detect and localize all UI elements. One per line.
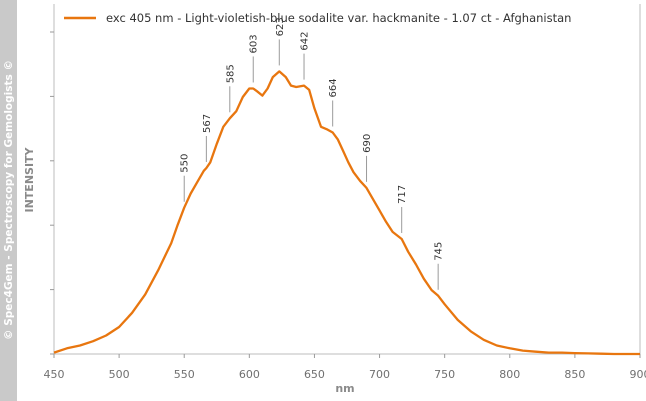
peak-label: 664 — [328, 78, 339, 97]
peak-label: 567 — [202, 114, 213, 133]
peak-label: 585 — [225, 64, 236, 83]
peak-annotations: 550 567 585 603 623 642 664 690 717 745 — [180, 17, 445, 290]
x-tick-label: 650 — [304, 368, 325, 381]
watermark-band: © Spec4Gem - Spectroscopy for Gemologist… — [0, 0, 17, 401]
peak-label: 623 — [275, 17, 286, 36]
x-tick-label: 750 — [434, 368, 455, 381]
x-tick-label: 800 — [499, 368, 520, 381]
legend-label: exc 405 nm - Light-violetish-blue sodali… — [106, 11, 571, 25]
spectrum-line — [53, 70, 640, 356]
x-tick-label: 900 — [630, 368, 646, 381]
x-tick-label: 500 — [109, 368, 130, 381]
legend: exc 405 nm - Light-violetish-blue sodali… — [64, 11, 571, 25]
x-tick-label: 850 — [564, 368, 585, 381]
peak-label: 745 — [434, 242, 445, 261]
peak-label: 642 — [300, 32, 311, 51]
axes: 450 500 550 600 650 700 750 800 850 900 — [44, 4, 646, 381]
peak-label: 690 — [362, 134, 373, 153]
peak-label: 603 — [249, 34, 260, 53]
x-tick-label: 600 — [239, 368, 260, 381]
y-axis-title: INTENSITY — [23, 146, 36, 212]
x-tick-label: 450 — [44, 368, 65, 381]
x-tick-label: 550 — [174, 368, 195, 381]
x-tick-label: 700 — [369, 368, 390, 381]
x-axis-title: nm — [335, 382, 354, 395]
peak-label: 717 — [397, 185, 408, 204]
series-layer — [53, 70, 640, 356]
peak-label: 550 — [180, 154, 191, 173]
